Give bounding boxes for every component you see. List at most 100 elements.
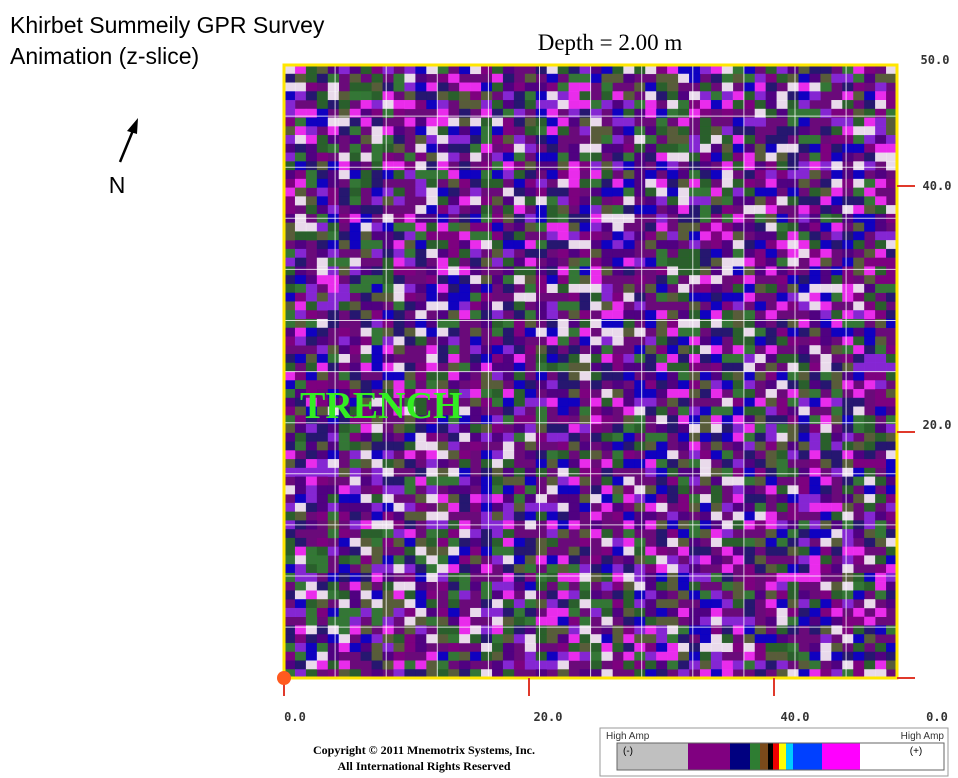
texture-cell	[645, 642, 657, 653]
texture-cell	[327, 616, 340, 626]
texture-cell	[568, 345, 580, 355]
texture-cell	[798, 231, 810, 241]
texture-cell	[491, 100, 504, 110]
texture-cell	[535, 467, 548, 477]
texture-cell	[459, 415, 471, 425]
texture-cell	[645, 555, 657, 565]
texture-cell	[524, 564, 537, 574]
texture-cell	[765, 336, 777, 346]
texture-cell	[568, 301, 580, 311]
texture-cell	[612, 108, 624, 118]
texture-cell	[491, 257, 504, 267]
texture-cell	[623, 161, 635, 171]
texture-cell	[284, 397, 296, 407]
texture-cell	[656, 590, 668, 600]
texture-cell	[776, 599, 788, 609]
texture-cell	[842, 467, 854, 477]
texture-cell	[765, 406, 777, 416]
texture-cell	[656, 187, 668, 197]
texture-cell	[831, 537, 843, 547]
texture-cell	[645, 205, 657, 215]
texture-cell	[732, 380, 745, 390]
texture-cell	[546, 502, 558, 512]
texture-cell	[338, 607, 350, 617]
texture-cell	[710, 485, 723, 495]
texture-cell	[787, 529, 799, 539]
texture-cell	[798, 65, 810, 75]
texture-cell	[294, 301, 307, 311]
texture-cell	[481, 301, 493, 311]
texture-cell	[284, 336, 296, 346]
texture-cell	[820, 450, 832, 460]
texture-cell	[612, 546, 624, 556]
texture-cell	[535, 187, 548, 197]
texture-cell	[645, 397, 657, 407]
texture-cell	[316, 660, 329, 670]
texture-cell	[656, 529, 668, 539]
texture-cell	[426, 564, 438, 574]
texture-cell	[798, 616, 810, 626]
texture-cell	[809, 651, 821, 661]
texture-cell	[842, 599, 854, 609]
texture-cell	[875, 257, 887, 267]
texture-cell	[437, 318, 449, 329]
texture-cell	[765, 222, 777, 232]
texture-cell	[316, 301, 329, 311]
texture-cell	[842, 564, 854, 574]
texture-cell	[765, 476, 777, 486]
texture-cell	[338, 625, 350, 635]
texture-cell	[886, 73, 898, 83]
texture-cell	[316, 266, 329, 276]
texture-cell	[557, 450, 569, 460]
texture-cell	[448, 91, 460, 101]
texture-cell	[382, 511, 394, 521]
texture-cell	[831, 564, 843, 574]
legend-swatch	[617, 743, 688, 770]
texture-cell	[820, 415, 832, 425]
texture-cell	[491, 117, 504, 127]
texture-cell	[634, 669, 646, 679]
texture-cell	[667, 450, 679, 460]
texture-cell	[491, 248, 504, 258]
texture-cell	[623, 170, 635, 180]
texture-cell	[820, 283, 832, 293]
texture-cell	[612, 65, 624, 75]
texture-cell	[754, 327, 766, 337]
texture-cell	[776, 275, 788, 285]
texture-cell	[743, 537, 755, 547]
texture-cell	[623, 143, 635, 153]
texture-cell	[404, 231, 416, 241]
texture-cell	[284, 126, 296, 136]
texture-cell	[765, 82, 777, 92]
texture-cell	[437, 669, 449, 679]
texture-cell	[404, 318, 416, 329]
texture-cell	[612, 397, 624, 407]
texture-cell	[634, 389, 646, 399]
texture-cell	[338, 529, 350, 539]
texture-cell	[754, 353, 766, 364]
texture-cell	[327, 634, 340, 644]
texture-cell	[765, 660, 777, 670]
texture-cell	[831, 345, 843, 355]
texture-cell	[557, 485, 569, 495]
texture-cell	[284, 607, 296, 617]
texture-cell	[426, 467, 438, 477]
texture-cell	[524, 450, 537, 460]
texture-cell	[820, 607, 832, 617]
texture-cell	[415, 669, 427, 679]
texture-cell	[699, 231, 712, 241]
texture-cell	[491, 467, 504, 477]
texture-cell	[656, 599, 668, 609]
texture-cell	[689, 371, 701, 381]
texture-cell	[612, 450, 624, 460]
texture-cell	[294, 152, 307, 162]
texture-cell	[842, 82, 854, 92]
texture-cell	[513, 161, 526, 171]
legend-swatch	[786, 743, 793, 770]
texture-cell	[338, 301, 350, 311]
texture-cell	[470, 529, 482, 539]
texture-cell	[612, 91, 624, 101]
texture-cell	[338, 161, 350, 171]
texture-cell	[732, 91, 745, 101]
texture-cell	[316, 170, 329, 180]
